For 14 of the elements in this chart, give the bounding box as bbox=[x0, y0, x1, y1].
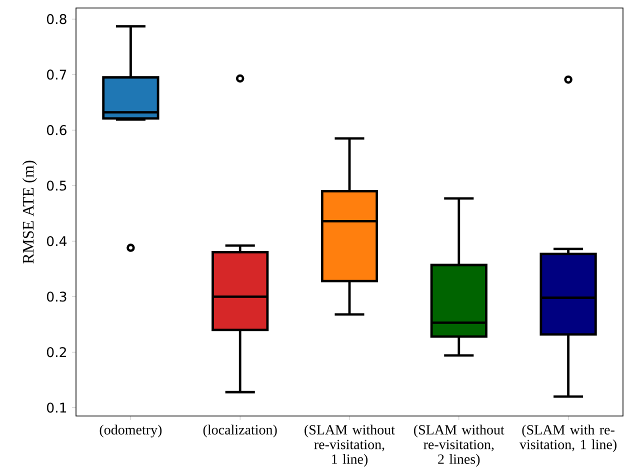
y-tick-label: 0.6 bbox=[46, 125, 66, 136]
x-tick-label: (localization) bbox=[203, 424, 277, 438]
x-tick-label: (SLAM without re-visitation, 2 lines) bbox=[414, 424, 504, 467]
y-tick-label: 0.4 bbox=[46, 236, 67, 246]
x-tick-label: (SLAM without re-visitation, 1 line) bbox=[304, 424, 395, 467]
y-tick-label: 0.7 bbox=[46, 70, 66, 80]
y-axis-title: RMSE ATE (m) bbox=[22, 160, 37, 264]
y-tick-label: 0.2 bbox=[46, 347, 66, 358]
y-tick-label: 0.5 bbox=[46, 180, 66, 191]
y-tick-label: 0.3 bbox=[46, 292, 66, 302]
x-tick-label: (SLAM with re-visitation, 1 line) bbox=[519, 424, 616, 452]
x-tick-label: (odometry) bbox=[100, 424, 162, 438]
y-tick-label: 0.8 bbox=[46, 14, 66, 24]
y-tick-label: 0.1 bbox=[46, 402, 66, 413]
